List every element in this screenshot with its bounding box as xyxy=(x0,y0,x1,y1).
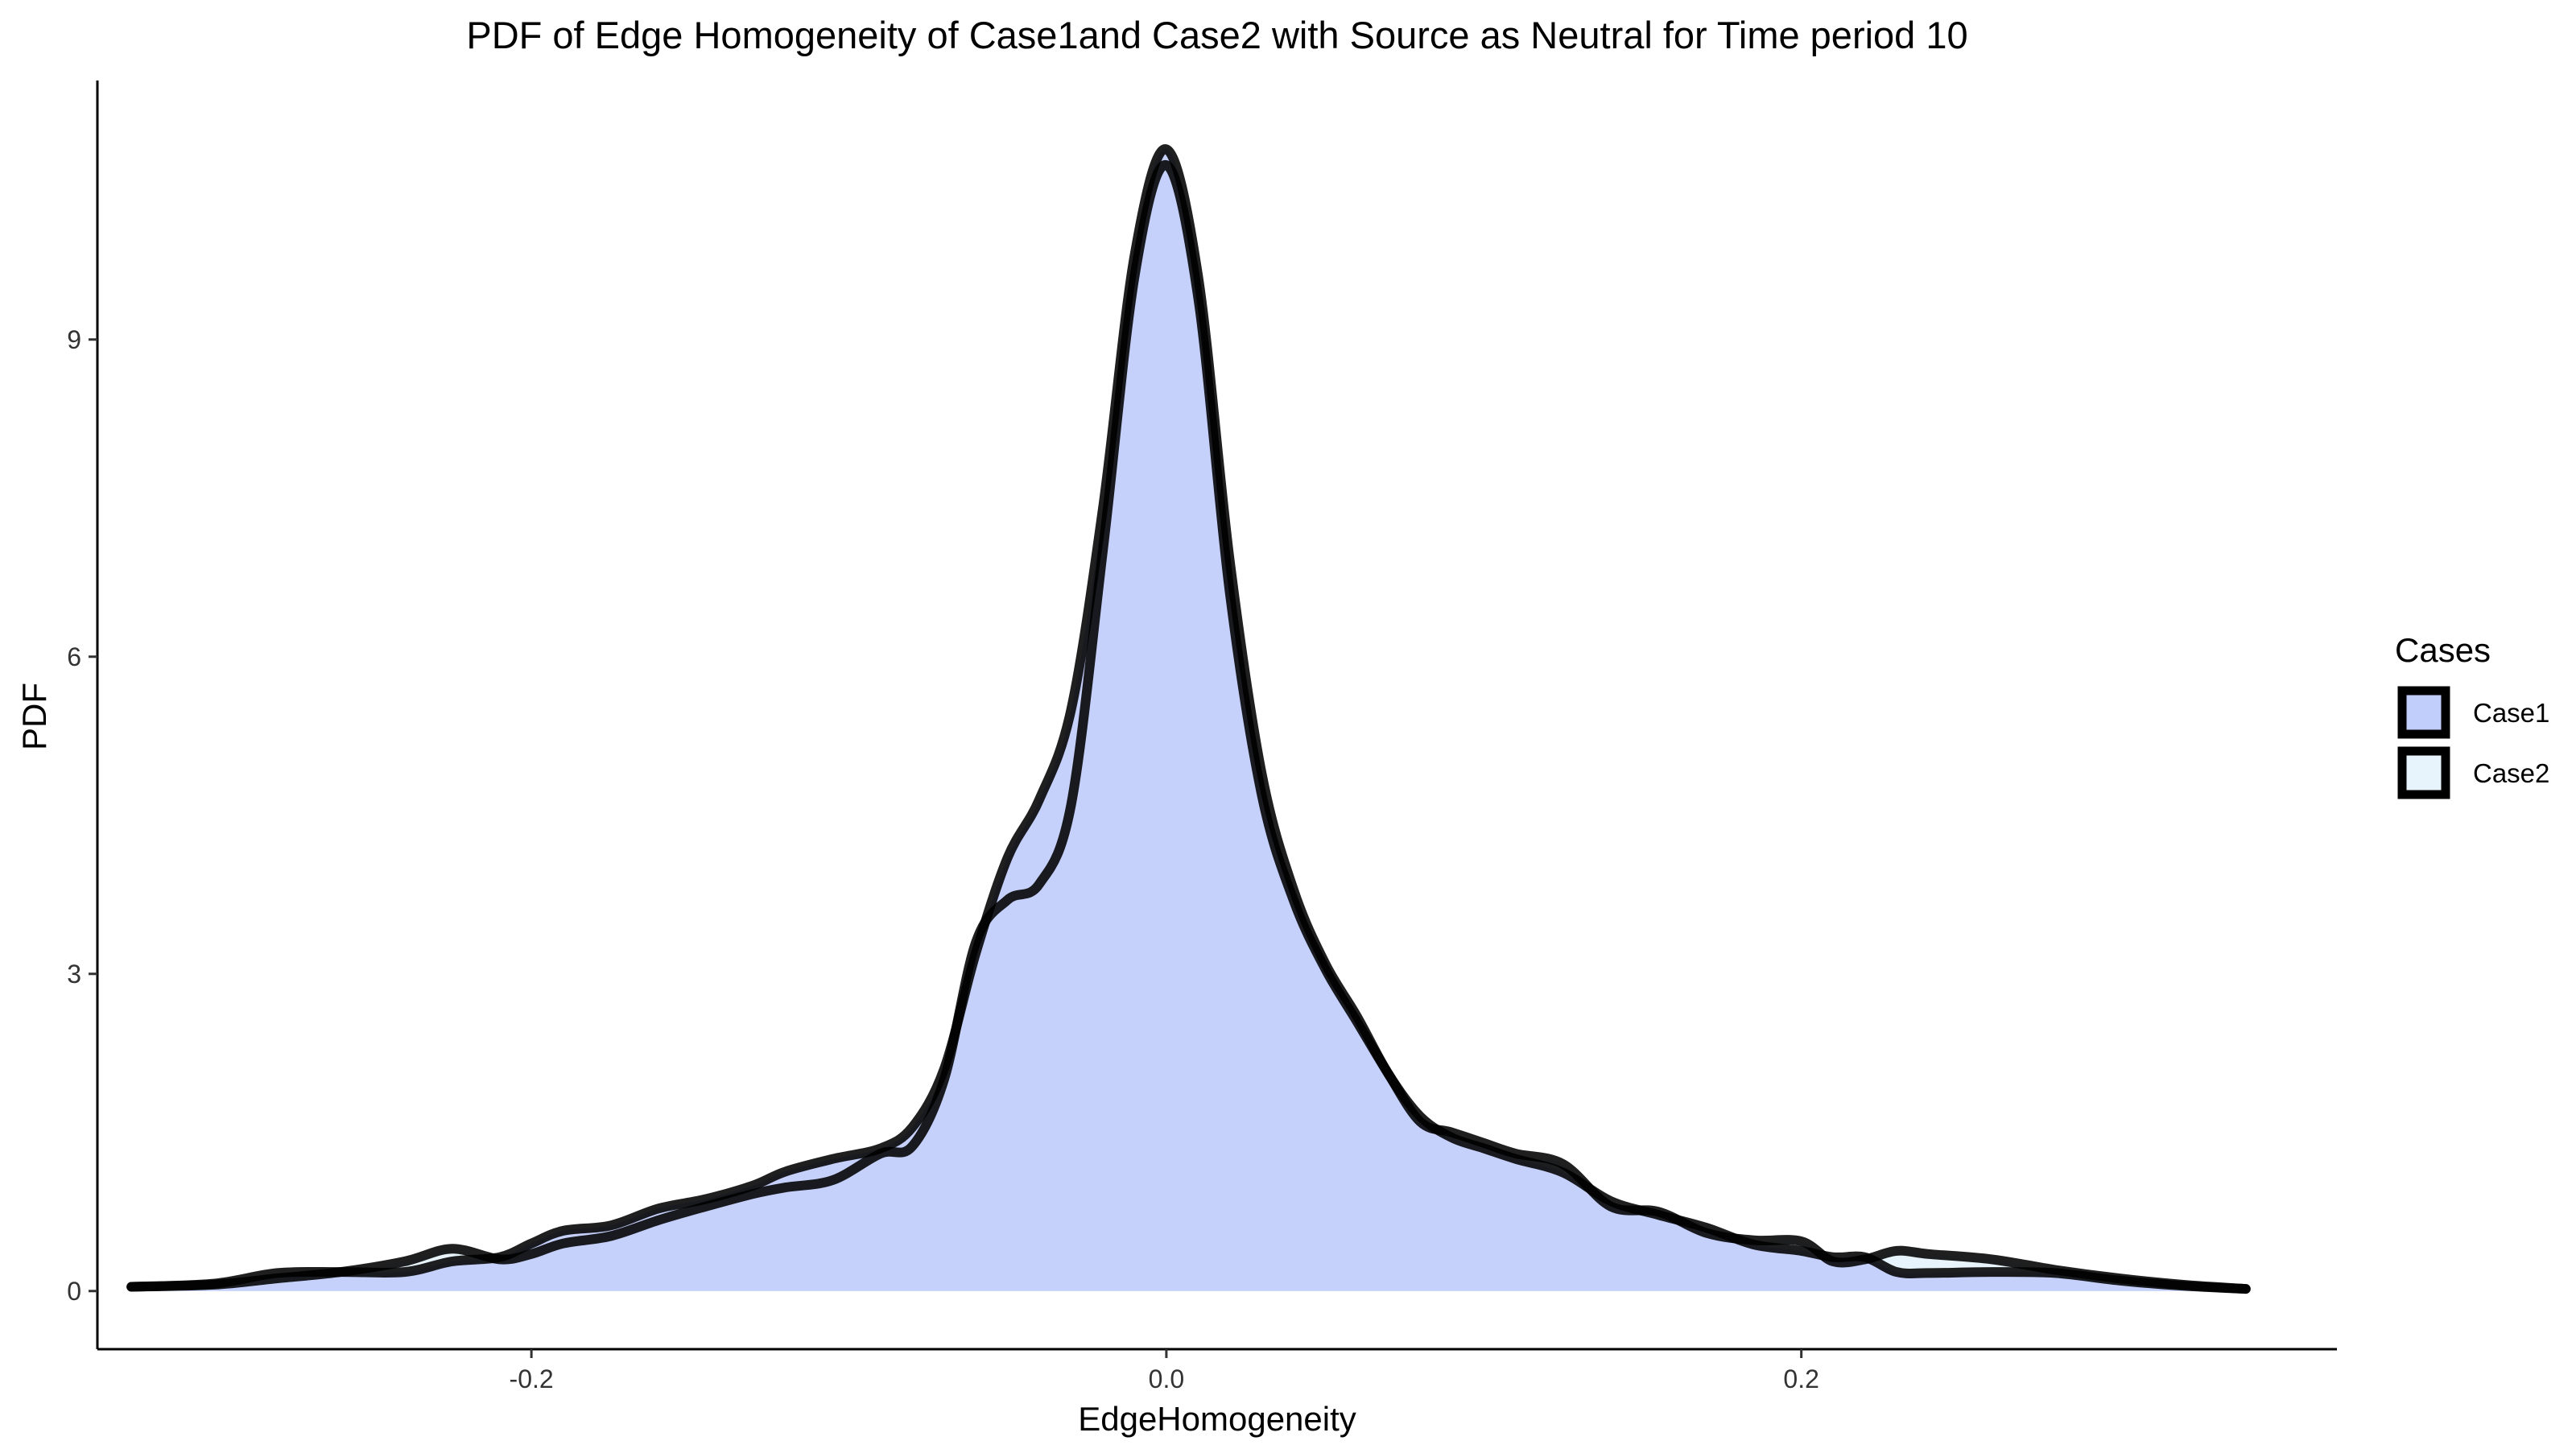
legend-label-case2: Case2 xyxy=(2473,758,2549,788)
legend-key-case1 xyxy=(2397,686,2450,739)
plot-area xyxy=(126,144,2251,1294)
legend-label-case1: Case1 xyxy=(2473,698,2549,728)
x-tick-label: 0.0 xyxy=(1149,1364,1184,1393)
legend-title: Cases xyxy=(2395,631,2491,669)
x-axis-ticks: -0.2 0.0 0.2 xyxy=(510,1349,1819,1393)
y-tick-label: 3 xyxy=(67,960,81,989)
x-axis-title: EdgeHomogeneity xyxy=(1078,1400,1356,1438)
y-tick-label: 0 xyxy=(67,1277,81,1306)
legend-key-case2 xyxy=(2397,746,2450,799)
y-axis-title: PDF xyxy=(15,683,53,750)
y-tick-label: 9 xyxy=(67,325,81,354)
y-tick-label: 6 xyxy=(67,642,81,671)
y-axis-ticks: 0 3 6 9 xyxy=(67,325,97,1306)
x-tick-label: -0.2 xyxy=(510,1364,554,1393)
legend: Cases Case1 Case2 xyxy=(2395,631,2549,799)
x-tick-label: 0.2 xyxy=(1783,1364,1818,1393)
series-line-case2 xyxy=(126,160,2251,1294)
chart-title: PDF of Edge Homogeneity of Case1and Case… xyxy=(466,14,1967,56)
series-area-case1 xyxy=(131,149,2246,1291)
